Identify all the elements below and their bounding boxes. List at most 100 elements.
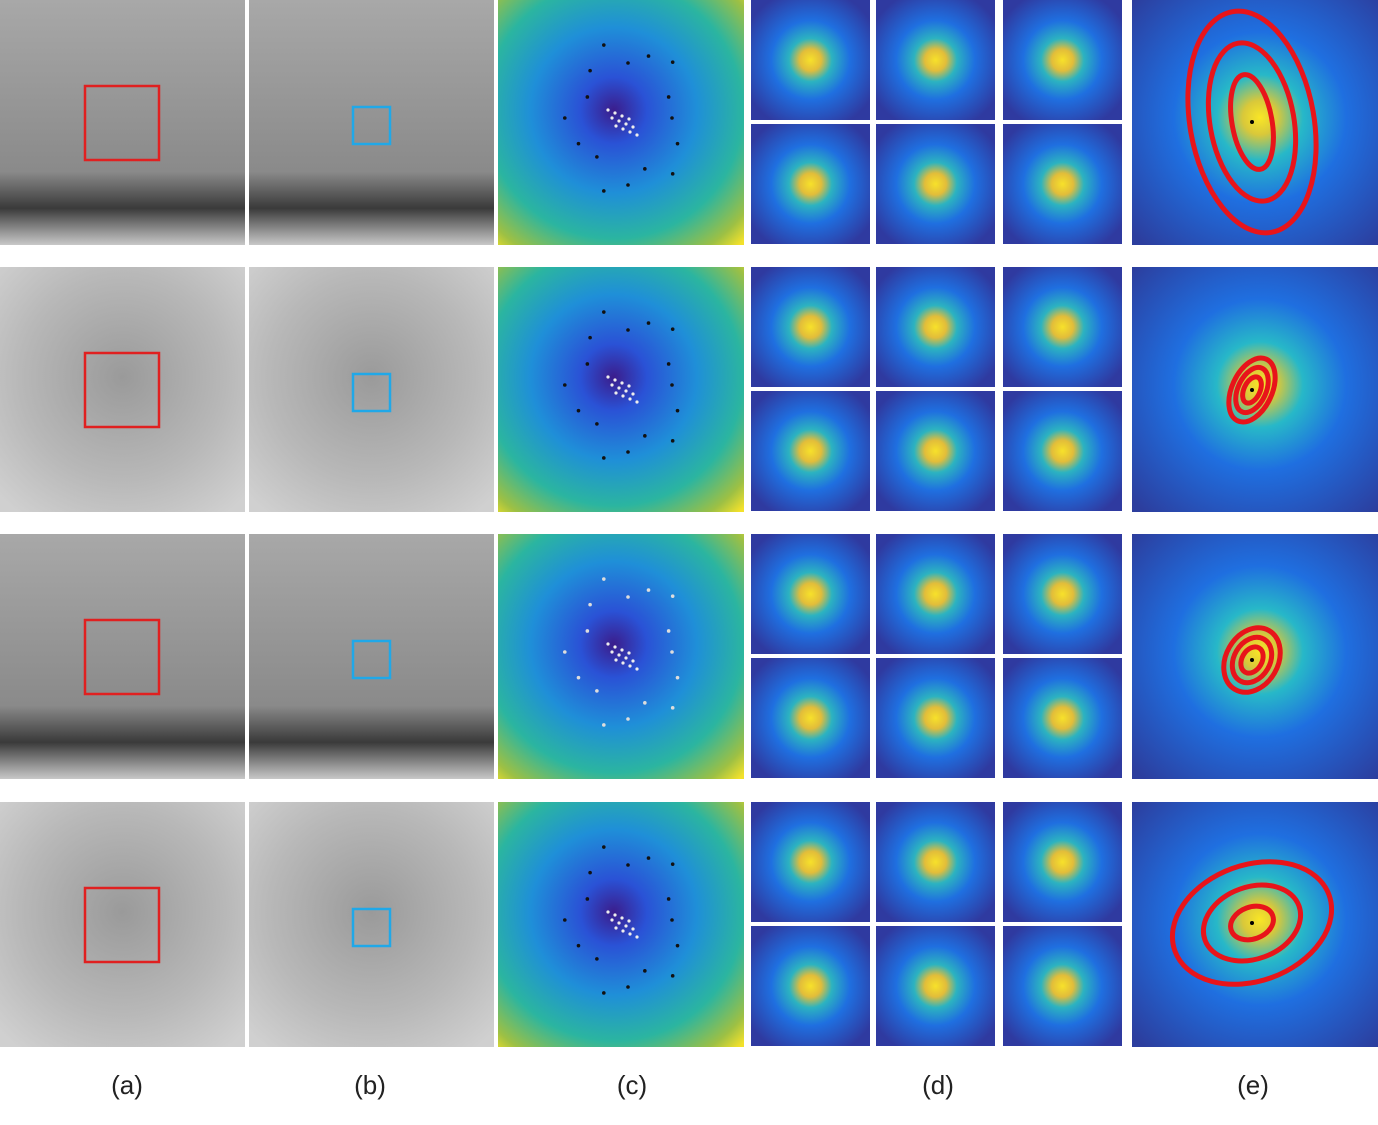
sample-point (576, 675, 581, 680)
kernel (751, 267, 870, 387)
sample-point (631, 392, 635, 396)
panel-label: (e) (1237, 1070, 1269, 1100)
sample-point (610, 383, 614, 387)
kernel (876, 267, 995, 387)
center-point (1250, 120, 1254, 124)
contour (1185, 8, 1319, 236)
sample-point (621, 127, 625, 131)
kernel (1003, 658, 1122, 778)
sample-point (606, 375, 610, 379)
sample-point (613, 645, 617, 649)
sample-point (624, 656, 628, 660)
sample-point (617, 921, 621, 925)
input-image (249, 534, 494, 779)
sample-point (621, 929, 625, 933)
sample-point (666, 897, 671, 901)
sample-point (610, 116, 614, 120)
heatmap (498, 0, 744, 245)
sample-point (670, 862, 675, 866)
contour (1240, 374, 1264, 406)
sample-point (670, 60, 675, 64)
center-point (1250, 388, 1254, 392)
center-point (1250, 658, 1254, 662)
sample-point (631, 927, 635, 931)
heatmap (498, 267, 744, 512)
sample-point (626, 61, 630, 65)
sample-point (635, 935, 639, 939)
sample-point (621, 394, 625, 398)
sample-point (620, 916, 624, 920)
sample-point (602, 723, 606, 727)
contour (1229, 634, 1275, 686)
sample-point (617, 119, 621, 123)
heatmap (498, 802, 744, 1047)
sample-point (613, 111, 617, 115)
zoom-box (351, 105, 392, 146)
sample-point (617, 386, 621, 390)
sample-point (675, 675, 680, 680)
kernel (751, 802, 870, 922)
sample-point (626, 328, 630, 332)
sample-point (643, 701, 647, 705)
sample-point (628, 932, 632, 936)
sample-point (617, 653, 621, 657)
sample-point (563, 383, 567, 387)
sample-point (602, 43, 606, 47)
contour (1226, 355, 1278, 425)
sample-point (626, 985, 630, 989)
sample-point (670, 918, 674, 922)
distribution (1132, 534, 1378, 779)
kernel (751, 658, 870, 778)
sample-point (595, 689, 599, 693)
kernel (751, 926, 870, 1046)
sample-point (628, 130, 632, 134)
sample-point (670, 650, 674, 654)
input-image (249, 802, 494, 1047)
sample-point (614, 391, 618, 395)
sample-point (588, 68, 592, 73)
sample-point (588, 602, 592, 607)
kernel (1003, 534, 1122, 654)
sample-point (563, 918, 567, 922)
sample-point (602, 845, 606, 849)
kernel (751, 534, 870, 654)
sample-point (576, 943, 581, 948)
sample-point (602, 991, 606, 995)
sample-point (666, 362, 671, 366)
distribution (1132, 802, 1378, 1047)
kernel (1003, 267, 1122, 387)
sample-point (670, 327, 675, 331)
sample-point (602, 456, 606, 460)
sample-point (606, 642, 610, 646)
sample-point (670, 172, 675, 176)
distribution (1132, 0, 1378, 245)
kernel (876, 926, 995, 1046)
kernel (1003, 926, 1122, 1046)
sample-point (585, 629, 590, 633)
sample-point (675, 943, 680, 948)
sample-point (670, 383, 674, 387)
sample-point (588, 870, 592, 875)
input-image (0, 534, 245, 779)
sample-point (620, 381, 624, 385)
sample-point (646, 588, 651, 592)
region-box (83, 84, 161, 162)
sample-point (631, 125, 635, 129)
kernel (1003, 391, 1122, 511)
sample-point (610, 650, 614, 654)
sample-point (563, 116, 567, 120)
contour (1233, 364, 1271, 416)
sample-point (595, 957, 599, 961)
zoom-box (351, 907, 392, 948)
sample-point (670, 439, 675, 443)
kernel (1003, 802, 1122, 922)
sample-point (614, 926, 618, 930)
sample-point (576, 141, 581, 146)
sample-point (643, 434, 647, 438)
sample-point (624, 122, 628, 126)
sample-point (606, 108, 610, 112)
kernel (876, 802, 995, 922)
sample-point (670, 594, 675, 598)
